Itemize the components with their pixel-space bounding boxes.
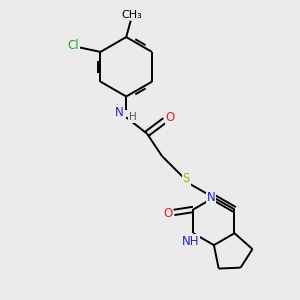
Text: S: S: [183, 172, 190, 185]
Text: N: N: [207, 191, 215, 204]
Text: Cl: Cl: [67, 40, 79, 52]
Text: O: O: [166, 111, 175, 124]
Text: CH₃: CH₃: [122, 10, 142, 20]
Text: NH: NH: [182, 235, 199, 248]
Text: O: O: [164, 207, 173, 220]
Text: N: N: [115, 106, 124, 119]
Text: H: H: [129, 112, 136, 122]
